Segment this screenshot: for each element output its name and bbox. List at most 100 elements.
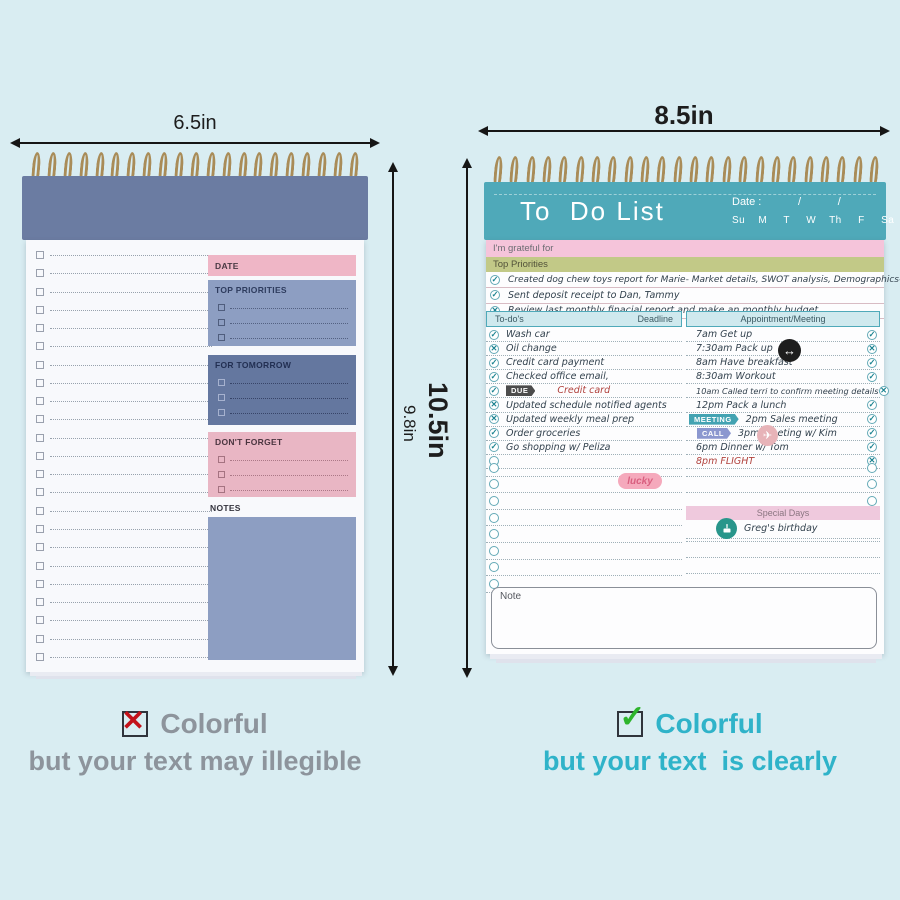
- check-circle-icon: ✓: [489, 385, 499, 396]
- checkbox-icon: [36, 305, 44, 314]
- check-circle-icon: ✓: [867, 371, 877, 382]
- dotted-line: [50, 309, 212, 311]
- appointment-text: 2pm Sales meeting: [745, 413, 838, 425]
- empty-circle-icon: [489, 545, 499, 556]
- check-circle-icon: ✓: [489, 428, 499, 439]
- dotted-line: [230, 337, 348, 339]
- empty-circle-icon: [867, 495, 877, 506]
- empty-row: [686, 477, 880, 494]
- checkbox-icon: [218, 319, 225, 326]
- dotted-line: [50, 345, 212, 348]
- checkbox-icon: [218, 334, 225, 341]
- empty-row: [486, 560, 682, 577]
- airplane-sticker-icon: ✈: [757, 425, 778, 446]
- dotted-line: [50, 254, 212, 256]
- todo-text: Credit card: [557, 385, 611, 397]
- checklist-row: [218, 467, 348, 482]
- appointment-text: 7:30am Pack up: [696, 343, 773, 355]
- right-caption: ✓ Colorful but your text is clearly: [500, 699, 880, 777]
- x-circle-icon: ✕: [489, 414, 499, 425]
- checklist-row: [218, 315, 348, 330]
- checkbox-icon: [36, 342, 44, 351]
- checkbox-icon: [36, 561, 44, 570]
- dotted-line: [50, 601, 212, 604]
- dotted-line: [686, 572, 880, 574]
- checkbox-icon: [218, 486, 225, 493]
- todos-column: ✓ Wash car ✕ Oil change ✓ Credit card pa…: [486, 328, 682, 469]
- checklist-row: [36, 250, 212, 260]
- priorities-bar: Top Priorities: [486, 257, 884, 272]
- empty-row: [686, 460, 880, 477]
- header-dashed-line: [494, 194, 876, 195]
- checklist-row: [36, 652, 212, 662]
- checklist-row: [36, 396, 212, 406]
- dotted-line: [230, 382, 348, 384]
- page-stack-edge: [496, 659, 876, 663]
- dotted-line: [50, 528, 212, 530]
- checkbox-icon: [36, 378, 44, 387]
- arrowhead-right-icon: [370, 138, 380, 148]
- checklist-row: [218, 330, 348, 345]
- appointments-column: 7am Get up ✓ 7:30am Pack up ✕ 8am Have b…: [686, 328, 889, 469]
- dotted-line: [230, 307, 348, 309]
- check-circle-icon: ✓: [490, 275, 500, 286]
- priority-row: ✓ Created dog chew toys report for Marie…: [486, 273, 900, 289]
- empty-circle-icon: [489, 495, 499, 506]
- todo-row: ✓ Checked office email,: [486, 370, 682, 385]
- page-stack-edge: [36, 676, 356, 679]
- mini-checklist: [208, 298, 356, 345]
- appointments-header-label: Appointment/Meeting: [740, 314, 826, 324]
- checkbox-icon: [36, 506, 44, 515]
- check-circle-icon: ✓: [867, 428, 877, 439]
- checkbox-icon: [36, 543, 44, 552]
- dotted-line: [50, 327, 212, 330]
- arrowhead-down-icon: [388, 666, 398, 676]
- checklist-row: [36, 378, 212, 388]
- dotted-line: [50, 455, 212, 457]
- dotted-line: [50, 565, 212, 567]
- right-caption-title: Colorful: [655, 708, 763, 739]
- todo-text: Updated weekly meal prep: [506, 413, 635, 425]
- dotted-line: [50, 473, 212, 476]
- page-stack-edge: [490, 654, 882, 659]
- right-width-arrow: [478, 126, 890, 136]
- checkbox-icon: [36, 415, 44, 424]
- checklist-row: [36, 561, 212, 571]
- right-caption-subtitle: but your text is clearly: [542, 746, 838, 776]
- for-tomorrow-label: FOR TOMORROW: [215, 360, 292, 370]
- checkbox-icon: [36, 488, 44, 497]
- checklist-row: [218, 390, 348, 405]
- date-section: DATE: [208, 255, 356, 276]
- left-caption-title: Colorful: [160, 708, 268, 739]
- todo-text: Order groceries: [506, 427, 581, 439]
- checkbox-icon: [36, 652, 44, 661]
- todo-text: Updated schedule notified agents: [506, 399, 667, 411]
- checkbox-icon: [36, 251, 44, 259]
- checklist-row: [36, 323, 212, 333]
- arrowhead-down-icon: [462, 668, 472, 678]
- cake-icon: [723, 523, 730, 532]
- empty-circle-icon: [489, 562, 499, 573]
- appointment-row: 8:30am Workout ✓: [686, 370, 880, 385]
- dotted-line: [230, 459, 348, 461]
- dotted-line: [50, 510, 212, 512]
- right-height-label: 10.5in: [423, 382, 453, 459]
- priority-text: Created dog chew toys report for Marie- …: [508, 275, 900, 286]
- check-circle-icon: ✓: [489, 329, 499, 340]
- appointment-text: 7am Get up: [696, 329, 753, 341]
- checkbox-icon: [36, 287, 44, 296]
- checkbox-icon: [218, 394, 225, 401]
- dotted-line: [50, 291, 212, 293]
- appointment-row-meeting: MEETING 2pm Sales meeting ✓: [686, 413, 880, 427]
- x-circle-icon: ✕: [489, 400, 499, 411]
- check-circle-icon: ✓: [489, 371, 499, 382]
- check-circle-icon: ✓: [867, 329, 877, 340]
- note-label: Note: [500, 591, 522, 602]
- x-circle-icon: ✕: [867, 343, 877, 354]
- arrowhead-up-icon: [388, 162, 398, 172]
- todos-column-header: To-do's Deadline: [486, 311, 682, 327]
- priorities-label: Top Priorities: [493, 259, 548, 270]
- dotted-line: [50, 583, 212, 585]
- appointment-text: 10am Called terri to confirm meeting det…: [696, 385, 879, 396]
- right-notepad-header: To Do List Date : / / Su M T W Th F Sa: [484, 182, 894, 240]
